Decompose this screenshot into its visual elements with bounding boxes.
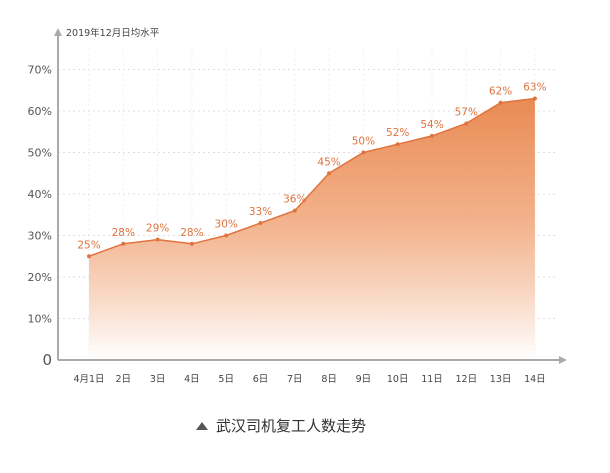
data-point: [498, 100, 503, 105]
data-point: [155, 237, 160, 242]
x-tick-label: 9日: [356, 374, 372, 385]
data-label: 54%: [420, 119, 443, 131]
triangle-up-icon: [196, 422, 208, 430]
y-tick-label: 10%: [28, 313, 52, 326]
x-tick-label: 2日: [116, 374, 132, 385]
x-tick-label: 7日: [287, 374, 303, 385]
area-fill: [89, 98, 535, 361]
data-points: [87, 96, 537, 259]
data-label: 30%: [215, 219, 238, 231]
data-label: 50%: [352, 136, 375, 148]
y-axis-arrow-icon: [54, 28, 62, 36]
x-tick-label: 11日: [421, 374, 443, 385]
y-tick-labels: 0 10% 20% 30% 40% 50% 60% 70%: [28, 64, 52, 370]
y-tick-label: 70%: [28, 64, 52, 77]
series-line: [88, 97, 535, 257]
data-label: 57%: [455, 106, 478, 118]
axes: [54, 28, 567, 364]
data-point: [224, 233, 229, 238]
y-axis-label: 2019年12月日均水平: [66, 27, 160, 39]
data-point: [361, 150, 366, 155]
y-tick-label: 40%: [28, 188, 52, 201]
data-label: 28%: [112, 227, 135, 239]
data-point: [189, 241, 194, 246]
data-label: 33%: [249, 206, 272, 218]
y-tick-label: 50%: [28, 147, 52, 160]
data-label: 62%: [489, 86, 512, 98]
data-label: 28%: [180, 227, 203, 239]
data-point: [121, 241, 126, 246]
x-tick-label: 4月1日: [73, 374, 104, 385]
x-tick-label: 6日: [253, 374, 269, 385]
x-tick-label: 8日: [321, 374, 337, 385]
area-series: [88, 97, 535, 361]
x-tick-label: 14日: [524, 374, 546, 385]
x-tick-label: 4日: [184, 374, 200, 385]
data-label: 29%: [146, 223, 169, 235]
data-point: [87, 254, 91, 259]
y-tick-label: 30%: [28, 230, 52, 243]
data-label: 63%: [523, 82, 546, 94]
data-point: [258, 221, 263, 226]
data-labels: 25% 28% 29% 28% 30% 33% 36% 45% 50% 52% 54% 57% 62% 6…: [77, 82, 546, 252]
y-tick-label: 0: [42, 351, 52, 369]
x-tick-label: 5日: [218, 374, 234, 385]
x-tick-labels: 4月1日 2日 3日 4日 5日 6日 7日 8日 9日 10日 11日 12日 13日 14日: [73, 374, 545, 385]
chart-caption: 武汉司机复工人数走势: [196, 417, 366, 435]
data-point: [292, 208, 297, 213]
y-tick-label: 20%: [28, 271, 52, 284]
x-axis-arrow-icon: [559, 356, 567, 364]
data-point: [327, 171, 332, 176]
y-tick-label: 60%: [28, 105, 52, 118]
data-label: 25%: [77, 239, 100, 251]
data-label: 52%: [386, 127, 409, 139]
data-label: 45%: [317, 156, 340, 168]
data-label: 36%: [283, 194, 306, 206]
x-tick-label: 13日: [490, 374, 512, 385]
data-point: [430, 133, 434, 138]
x-tick-label: 12日: [456, 374, 478, 385]
data-point: [464, 121, 469, 126]
x-tick-label: 3日: [150, 374, 166, 385]
data-point: [395, 142, 400, 147]
x-tick-label: 10日: [387, 374, 409, 385]
data-point: [532, 96, 537, 101]
chart-title: 武汉司机复工人数走势: [216, 417, 366, 435]
